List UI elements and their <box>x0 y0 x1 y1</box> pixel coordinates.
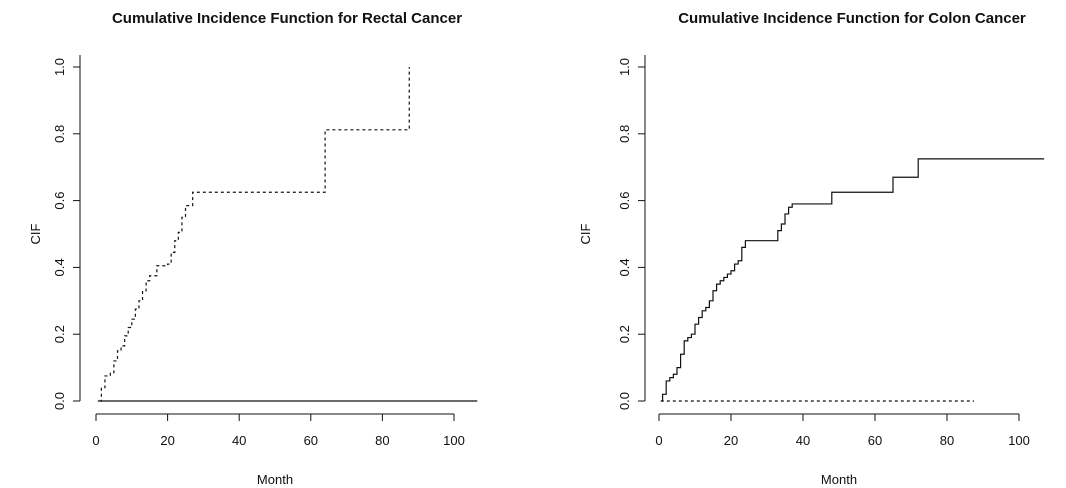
x-tick-label: 0 <box>92 433 99 448</box>
y-tick-label: 0.2 <box>617 325 632 343</box>
y-tick-label: 0.8 <box>52 125 67 143</box>
x-tick-label: 60 <box>868 433 882 448</box>
y-tick-label: 0.2 <box>52 325 67 343</box>
x-tick-label: 100 <box>1008 433 1030 448</box>
x-axis-label: Month <box>821 472 857 487</box>
chart-title: Cumulative Incidence Function for Rectal… <box>112 10 462 27</box>
x-tick-label: 0 <box>655 433 662 448</box>
x-axis-label: Month <box>257 472 293 487</box>
x-tick-label: 80 <box>940 433 954 448</box>
x-tick-label: 40 <box>796 433 810 448</box>
y-tick-label: 0.8 <box>617 125 632 143</box>
x-tick-label: 100 <box>443 433 465 448</box>
y-tick-label: 0.0 <box>617 392 632 410</box>
chart-title: Cumulative Incidence Function for Colon … <box>678 10 1026 27</box>
y-tick-label: 1.0 <box>52 58 67 76</box>
y-tick-label: 0.6 <box>52 192 67 210</box>
x-tick-label: 80 <box>375 433 389 448</box>
y-tick-label: 0.4 <box>52 258 67 276</box>
x-tick-label: 40 <box>232 433 246 448</box>
chart-panel-1: Cumulative Incidence Function for Rectal… <box>28 10 478 487</box>
x-tick-label: 60 <box>304 433 318 448</box>
y-axis-label: CIF <box>578 223 593 244</box>
series-line-1 <box>660 158 1045 402</box>
y-axis-label: CIF <box>28 223 43 244</box>
y-tick-label: 0.0 <box>52 392 67 410</box>
x-tick-label: 20 <box>160 433 174 448</box>
chart-panel-2: Cumulative Incidence Function for Colon … <box>578 10 1045 487</box>
series-line-2 <box>99 67 410 402</box>
x-tick-label: 20 <box>724 433 738 448</box>
y-tick-label: 0.6 <box>617 192 632 210</box>
y-tick-label: 1.0 <box>617 58 632 76</box>
y-tick-label: 0.4 <box>617 258 632 276</box>
